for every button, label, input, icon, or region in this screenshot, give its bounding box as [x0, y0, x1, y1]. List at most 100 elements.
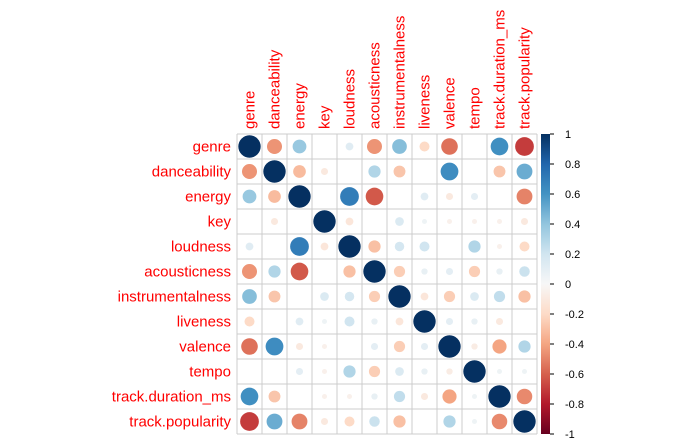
corr-circle-liveness-energy: [295, 317, 304, 326]
corr-circle-genre-genre: [238, 135, 261, 158]
colorbar-tick-label: -0.8: [565, 399, 584, 411]
corr-circle-instrumentalness-genre: [242, 289, 257, 304]
corr-circle-liveness-acousticness: [371, 318, 378, 325]
row-label-energy: energy: [185, 189, 231, 206]
grid-lines: [236, 133, 538, 435]
col-label-track.popularity: track.popularity: [517, 27, 534, 129]
corr-circle-tempo-track.popularity: [522, 369, 527, 374]
corr-circle-track.duration_ms-liveness: [420, 392, 429, 401]
corr-circle-instrumentalness-danceability: [268, 290, 281, 303]
corr-circle-key-key: [313, 210, 336, 233]
corr-circle-tempo-track.duration_ms: [497, 369, 502, 374]
corr-circle-liveness-track.duration_ms: [495, 317, 504, 326]
colorbar-tick-label: -0.2: [565, 309, 584, 321]
row-label-key: key: [208, 214, 232, 231]
corr-circle-tempo-loudness: [343, 365, 356, 378]
corr-circle-track.popularity-energy: [291, 413, 308, 430]
row-label-track.duration_ms: track.duration_ms: [112, 389, 231, 406]
col-label-genre: genre: [242, 91, 259, 129]
corr-circle-tempo-acousticness: [368, 365, 381, 378]
corr-circle-energy-loudness: [340, 187, 359, 206]
corr-circle-valence-energy: [295, 342, 304, 351]
col-label-tempo: tempo: [467, 87, 484, 129]
correlation-circles: [238, 135, 536, 433]
variable-labels: genre genre danceability danceability energy…: [112, 10, 534, 431]
corr-circle-instrumentalness-track.popularity: [518, 290, 531, 303]
corr-circle-instrumentalness-loudness: [344, 291, 355, 302]
corr-circle-track.popularity-instrumentalness: [393, 415, 406, 428]
corr-circle-genre-loudness: [345, 142, 354, 151]
corr-circle-genre-energy: [292, 139, 307, 154]
row-label-valence: valence: [179, 339, 231, 356]
corr-circle-acousticness-instrumentalness: [393, 265, 406, 278]
corr-circle-instrumentalness-key: [320, 292, 329, 301]
corr-circle-valence-instrumentalness: [393, 340, 406, 353]
corr-circle-danceability-track.popularity: [516, 163, 533, 180]
corr-circle-energy-genre: [242, 189, 257, 204]
corr-circle-loudness-track.duration_ms: [497, 244, 502, 249]
corr-circle-loudness-instrumentalness: [394, 241, 405, 252]
corr-circle-tempo-liveness: [421, 368, 428, 375]
corr-circle-track.duration_ms-acousticness: [371, 393, 378, 400]
corr-circle-tempo-instrumentalness: [395, 367, 404, 376]
corr-circle-key-loudness: [345, 217, 354, 226]
row-label-track.popularity: track.popularity: [129, 414, 231, 431]
colorbar-tick-label: 0.2: [565, 249, 580, 261]
corr-circle-acousticness-energy: [290, 262, 309, 281]
corr-circle-key-liveness: [422, 219, 427, 224]
corr-circle-energy-liveness: [420, 192, 429, 201]
corr-circle-track.popularity-key: [320, 417, 329, 426]
corr-circle-key-danceability: [270, 217, 279, 226]
corr-circle-energy-energy: [288, 185, 311, 208]
col-label-acousticness: acousticness: [367, 42, 384, 129]
corr-circle-liveness-valence: [445, 317, 454, 326]
corr-circle-instrumentalness-acousticness: [368, 290, 381, 303]
corr-circle-acousticness-acousticness: [363, 260, 386, 283]
corr-circle-acousticness-valence: [445, 267, 454, 276]
corr-circle-liveness-loudness: [344, 316, 355, 327]
corr-circle-liveness-liveness: [413, 310, 436, 333]
corr-circle-track.popularity-loudness: [344, 416, 355, 427]
corr-circle-acousticness-danceability: [268, 265, 281, 278]
corr-circle-danceability-valence: [440, 162, 459, 181]
col-label-energy: energy: [292, 83, 309, 129]
corr-circle-loudness-liveness: [419, 241, 430, 252]
corr-circle-genre-track.popularity: [515, 137, 534, 156]
corr-circle-key-track.duration_ms: [497, 219, 502, 224]
corr-circle-track.duration_ms-danceability: [268, 390, 281, 403]
corr-circle-energy-track.popularity: [516, 188, 533, 205]
col-label-instrumentalness: instrumentalness: [392, 16, 409, 129]
corr-circle-genre-instrumentalness: [392, 139, 407, 154]
corr-circle-track.popularity-valence: [443, 415, 456, 428]
corr-circle-track.popularity-track.popularity: [513, 410, 536, 433]
corr-circle-genre-track.duration_ms: [490, 137, 509, 156]
corr-circle-track.duration_ms-instrumentalness: [393, 390, 406, 403]
corr-circle-loudness-energy: [290, 237, 309, 256]
colorbar-tick-label: 1: [565, 129, 571, 141]
corr-circle-instrumentalness-valence: [443, 290, 456, 303]
corr-circle-acousticness-loudness: [343, 265, 356, 278]
row-label-instrumentalness: instrumentalness: [118, 289, 231, 306]
colorbar-tick-label: 0.6: [565, 189, 580, 201]
corr-circle-valence-tempo: [471, 343, 478, 350]
corr-circle-tempo-energy: [295, 367, 304, 376]
corr-circle-track.popularity-acousticness: [369, 416, 380, 427]
colorbar-tick-label: 0.4: [565, 219, 580, 231]
corr-circle-energy-tempo: [470, 192, 479, 201]
corr-circle-loudness-acousticness: [368, 240, 381, 253]
row-label-acousticness: acousticness: [144, 264, 231, 281]
corr-circle-energy-danceability: [268, 190, 281, 203]
col-label-key: key: [317, 105, 334, 129]
corr-circle-key-track.popularity: [520, 217, 529, 226]
row-label-liveness: liveness: [177, 314, 231, 331]
corr-circle-acousticness-track.duration_ms: [496, 268, 503, 275]
corr-circle-danceability-track.duration_ms: [493, 165, 506, 178]
col-label-valence: valence: [442, 77, 459, 129]
colorbar-gradient: [541, 134, 550, 434]
corr-circle-track.duration_ms-track.popularity: [516, 388, 533, 405]
corr-circle-valence-key: [322, 344, 327, 349]
corr-circle-valence-valence: [438, 335, 461, 358]
corr-circle-track.popularity-tempo: [472, 419, 477, 424]
col-label-liveness: liveness: [417, 75, 434, 129]
corr-circle-valence-liveness: [420, 342, 429, 351]
